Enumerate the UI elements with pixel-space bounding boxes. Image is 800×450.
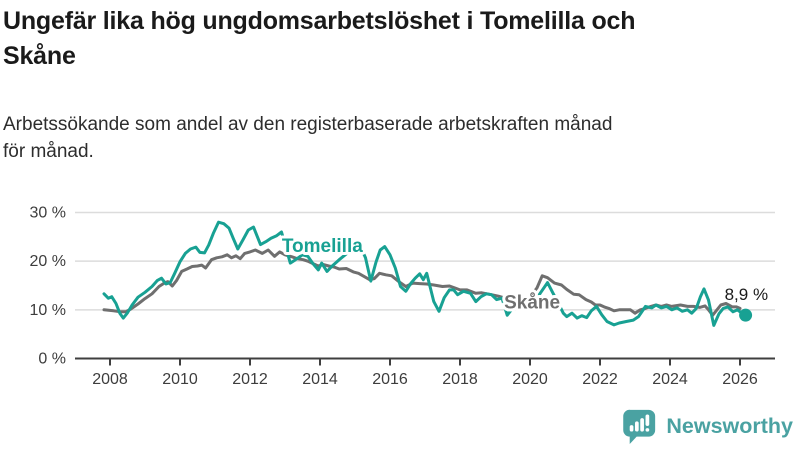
y-tick-label: 20 % [30,253,66,270]
newsworthy-bubble-chart-icon [620,407,657,445]
y-tick-label: 30 % [30,204,66,221]
series-label-tomelilla: Tomelilla [282,236,363,257]
newsworthy-logo[interactable]: Newsworthy [620,407,793,445]
tomelilla-line [102,220,748,327]
x-tick-label: 2022 [582,371,618,388]
x-tick-label: 2014 [302,371,338,388]
chart-title: Ungefär lika hög ungdomsarbetslöshet i T… [3,7,636,70]
x-tick-label: 2010 [162,371,198,388]
x-tick-label: 2026 [722,371,758,388]
chart-subtitle: Arbetssökande som andel av den registerb… [3,114,613,162]
x-tick-label: 2016 [372,371,408,388]
latest-value-label: 8,9 % [725,285,768,304]
x-tick-label: 2024 [652,371,688,388]
series-label-skåne: Skåne [504,292,560,313]
x-tick-label: 2018 [442,371,478,388]
x-tick-label: 2020 [512,371,548,388]
latest-value-dot [739,308,753,322]
x-tick-label: 2012 [232,371,268,388]
y-tick-label: 10 % [30,302,66,319]
y-tick-label: 0 % [38,351,66,368]
x-tick-label: 2008 [92,371,128,388]
newsworthy-wordmark: Newsworthy [666,413,793,438]
